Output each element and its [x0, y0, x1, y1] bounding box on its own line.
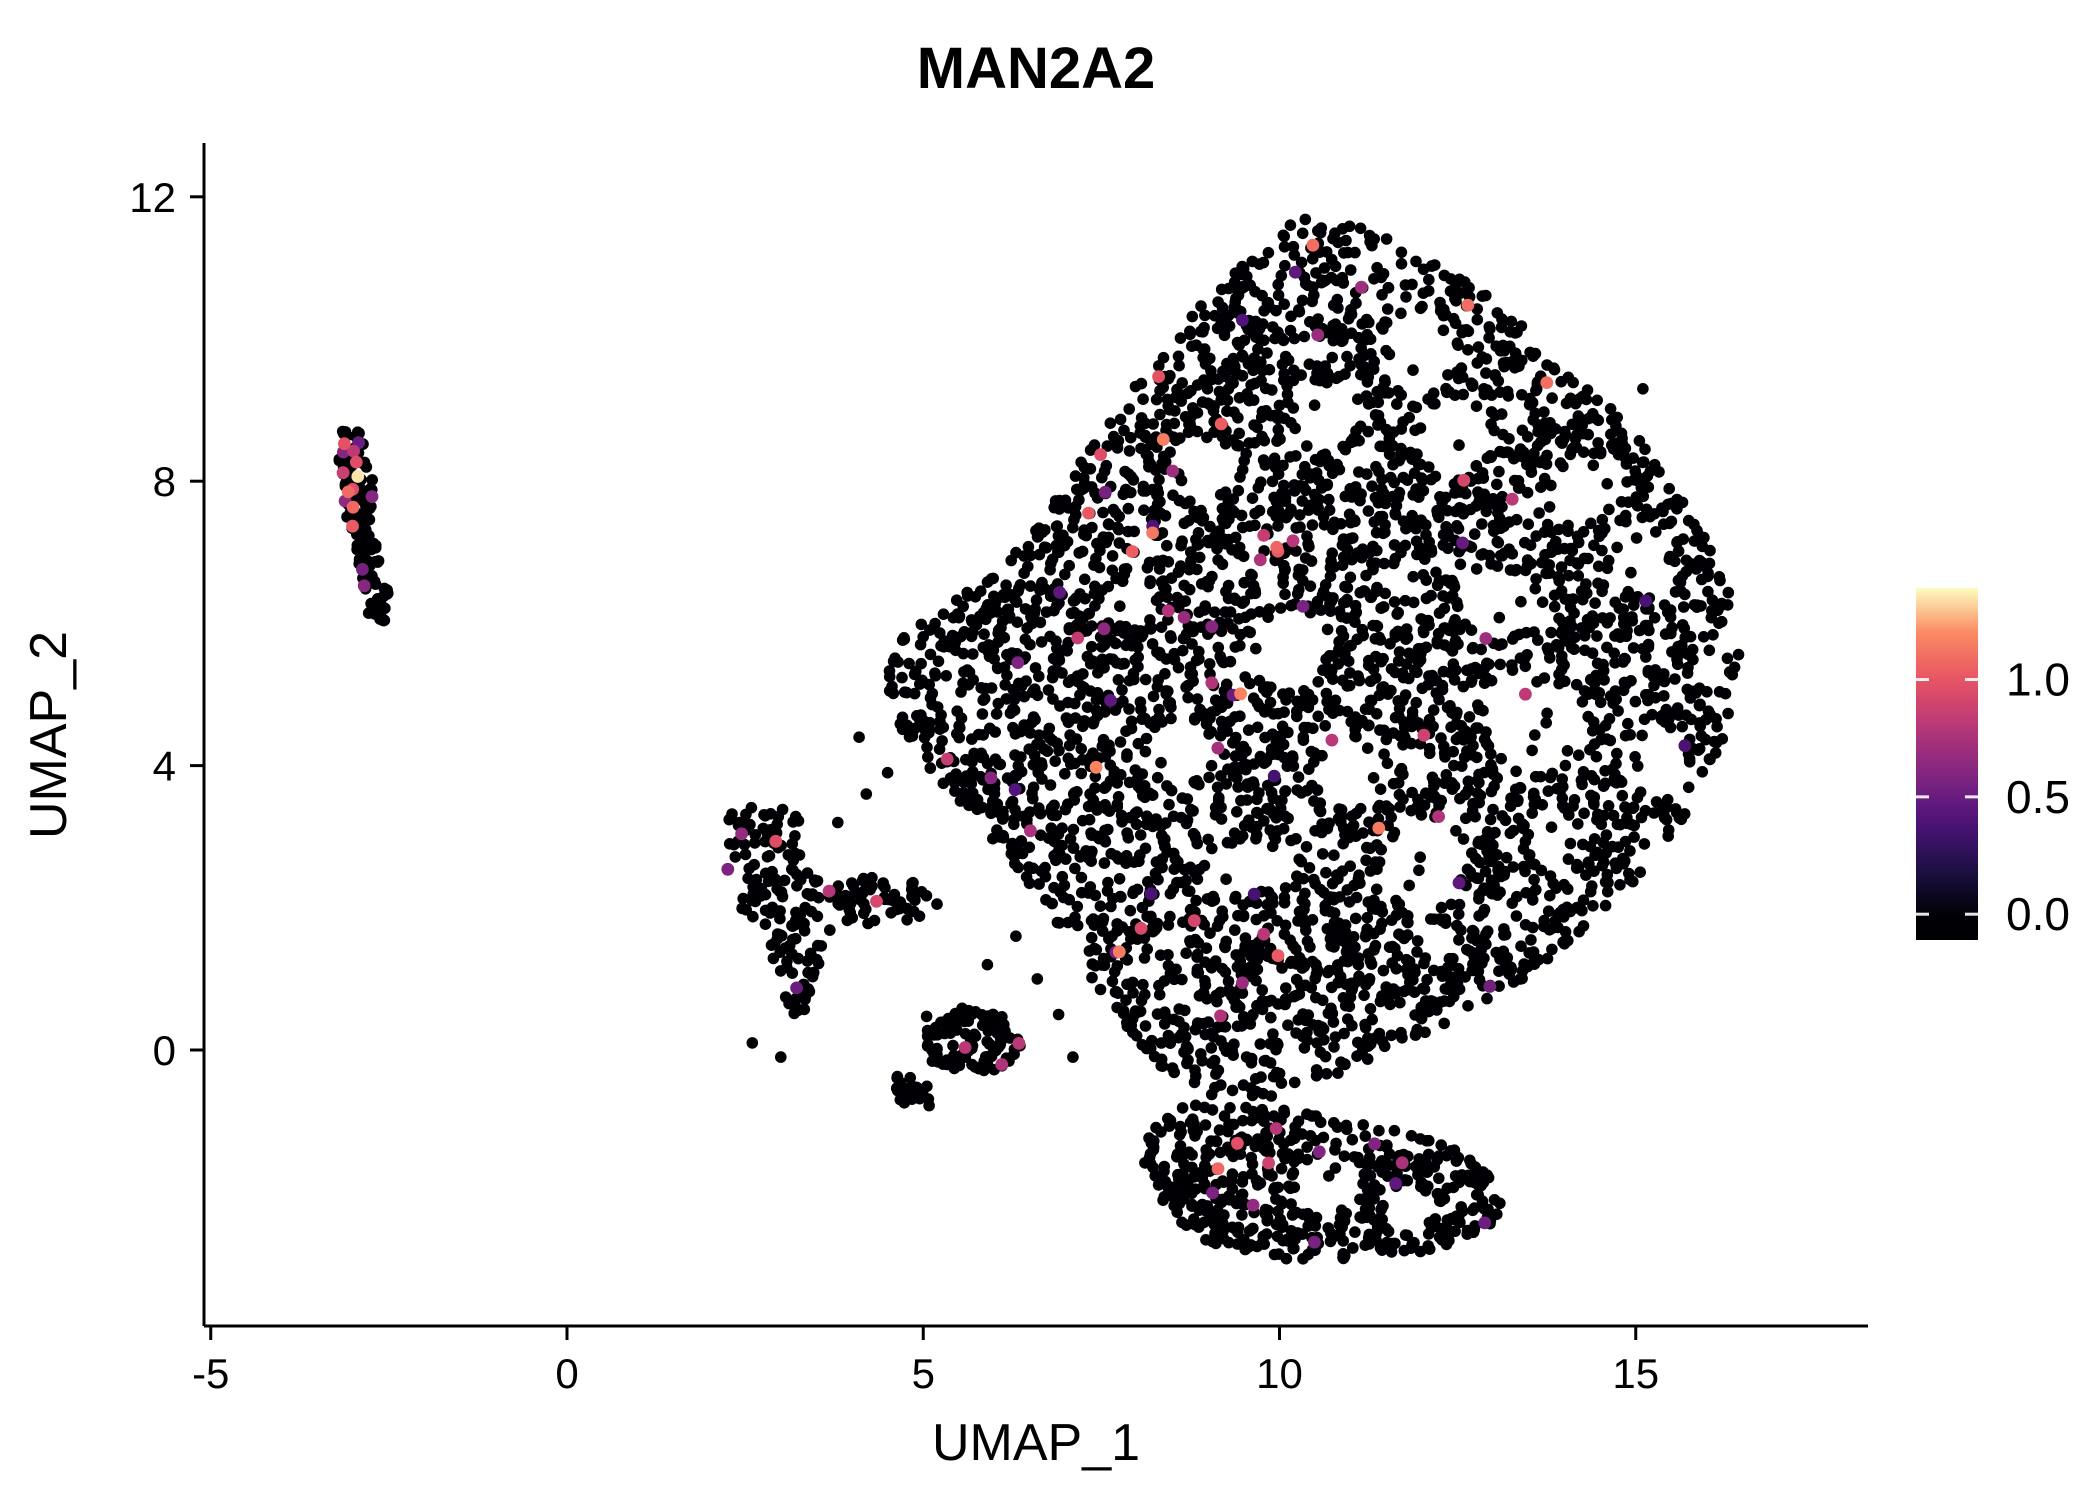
colorbar-tick-label: 0.0 — [2006, 888, 2070, 940]
chart-title: MAN2A2 — [917, 36, 1156, 101]
x-tick-label: 10 — [1256, 1350, 1303, 1397]
colorbar-legend: 1.0 0.5 0.0 — [1916, 588, 2070, 940]
y-tick-label: 12 — [129, 174, 176, 221]
colorbar-tick-label: 1.0 — [2006, 654, 2070, 706]
x-tick-label: 5 — [912, 1350, 935, 1397]
colorbar-tick-label: 0.5 — [2006, 771, 2070, 823]
y-tick-label: 4 — [153, 743, 176, 790]
x-axis-label: UMAP_1 — [932, 1414, 1140, 1472]
colorbar-gradient — [1916, 588, 1978, 940]
x-tick-label: 15 — [1612, 1350, 1659, 1397]
y-axis-label: UMAP_2 — [20, 631, 78, 839]
y-tick-label: 0 — [153, 1027, 176, 1074]
scatter-points-expressing — [336, 238, 1692, 1249]
y-tick-label: 8 — [153, 458, 176, 505]
x-tick-label: -5 — [192, 1350, 229, 1397]
axes: -5 0 5 10 15 0 4 8 12 — [129, 143, 1868, 1397]
scatter-points — [333, 213, 1745, 1265]
x-tick-label: 0 — [555, 1350, 578, 1397]
